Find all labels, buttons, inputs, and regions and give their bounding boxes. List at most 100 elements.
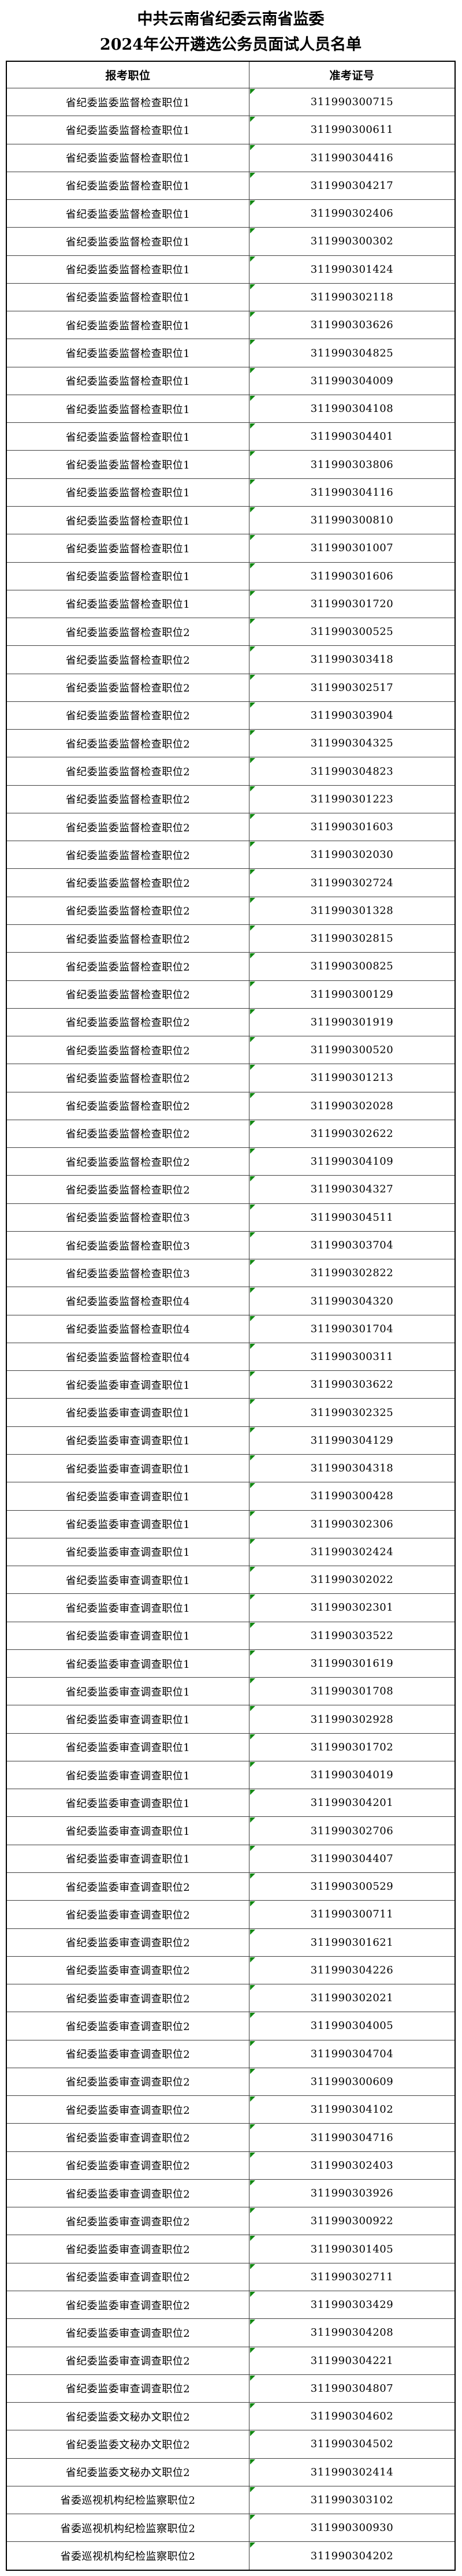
position-cell: 省纪委监委审查调查职位1: [7, 1594, 249, 1622]
position-cell: 省纪委监委监督检查职位2: [7, 869, 249, 897]
table-row: 省纪委监委审查调查职位1 311990302424: [7, 1537, 454, 1566]
ticket-number-cell: 311990301919: [249, 1009, 454, 1036]
position-cell: 省纪委监委审查调查职位1: [7, 1538, 249, 1566]
position-cell: 省纪委监委审查调查职位2: [7, 2096, 249, 2124]
table-row: 省纪委监委监督检查职位1 311990300302: [7, 227, 454, 255]
table-row: 省纪委监委监督检查职位1 311990301007: [7, 534, 454, 562]
green-corner-marker: [250, 563, 255, 568]
position-cell: 省纪委监委监督检查职位2: [7, 813, 249, 841]
green-corner-marker: [250, 1929, 255, 1935]
green-corner-marker: [250, 786, 255, 791]
green-corner-marker: [250, 340, 255, 345]
table-row: 省纪委监委审查调查职位2 311990300922: [7, 2207, 454, 2235]
position-cell: 省纪委监委审查调查职位2: [7, 2319, 249, 2347]
position-cell: 省纪委监委监督检查职位1: [7, 590, 249, 618]
table-row: 省纪委监委监督检查职位1 311990301424: [7, 255, 454, 283]
ticket-number-cell: 311990301007: [249, 534, 454, 562]
green-corner-marker: [250, 897, 255, 903]
table-row: 省纪委监委监督检查职位1 311990302406: [7, 199, 454, 228]
table-row: 省纪委监委监督检查职位3 311990303704: [7, 1231, 454, 1259]
ticket-number-text: 311990300525: [310, 626, 394, 638]
ticket-number-text: 311990304502: [310, 2438, 394, 2451]
position-cell: 省纪委监委监督检查职位1: [7, 255, 249, 283]
table-row: 省纪委监委监督检查职位1 311990304401: [7, 422, 454, 451]
ticket-number-cell: 311990302021: [249, 1984, 454, 2012]
table-row: 省纪委监委审查调查职位1 311990300428: [7, 1482, 454, 1510]
ticket-number-cell: 311990301405: [249, 2235, 454, 2262]
table-row: 省纪委监委监督检查职位4 311990301704: [7, 1314, 454, 1343]
position-cell: 省纪委监委监督检查职位1: [7, 478, 249, 506]
table-row: 省纪委监委审查调查职位1 311990303522: [7, 1621, 454, 1649]
ticket-number-text: 311990303626: [310, 319, 394, 332]
green-corner-marker: [250, 1037, 255, 1043]
position-cell: 省纪委监委监督检查职位2: [7, 980, 249, 1008]
table-row: 省纪委监委监督检查职位3 311990302822: [7, 1259, 454, 1287]
green-corner-marker: [250, 1874, 255, 1879]
green-corner-marker: [250, 1065, 255, 1070]
ticket-number-cell: 311990300825: [249, 953, 454, 980]
ticket-number-text: 311990301702: [310, 1741, 394, 1753]
table-row: 省纪委监委审查调查职位1 311990302306: [7, 1510, 454, 1538]
green-corner-marker: [250, 423, 255, 429]
table-row: 省纪委监委监督检查职位1 311990303626: [7, 311, 454, 339]
position-cell: 省纪委监委监督检查职位2: [7, 618, 249, 646]
ticket-number-text: 311990302022: [310, 1574, 394, 1586]
position-cell: 省纪委监委监督检查职位1: [7, 506, 249, 534]
ticket-number-cell: 311990300129: [249, 981, 454, 1008]
ticket-number-cell: 311990302928: [249, 1705, 454, 1733]
position-cell: 省纪委监委监督检查职位2: [7, 785, 249, 813]
table-row: 省纪委监委审查调查职位2 311990304221: [7, 2346, 454, 2374]
green-corner-marker: [250, 144, 255, 150]
ticket-number-cell: 311990301328: [249, 897, 454, 924]
ticket-number-text: 311990304009: [310, 374, 394, 387]
ticket-number-cell: 311990304807: [249, 2375, 454, 2402]
position-cell: 省纪委监委审查调查职位2: [7, 2207, 249, 2235]
position-cell: 省纪委监委监督检查职位1: [7, 562, 249, 590]
ticket-number-cell: 311990304009: [249, 367, 454, 395]
green-corner-marker: [250, 2097, 255, 2102]
green-corner-marker: [250, 2515, 255, 2521]
ticket-number-cell: 311990304502: [249, 2430, 454, 2458]
table-row: 省纪委监委审查调查职位2 311990304208: [7, 2318, 454, 2347]
position-cell: 省纪委监委监督检查职位2: [7, 897, 249, 924]
position-cell: 省纪委监委监督检查职位2: [7, 1036, 249, 1064]
position-cell: 省纪委监委审查调查职位2: [7, 2151, 249, 2179]
table-row: 省纪委监委监督检查职位1 311990304217: [7, 171, 454, 200]
position-cell: 省纪委监委审查调查职位2: [7, 2068, 249, 2096]
green-corner-marker: [250, 256, 255, 262]
green-corner-marker: [250, 1176, 255, 1182]
ticket-number-cell: 311990302118: [249, 284, 454, 311]
table-row: 省纪委监委监督检查职位1 311990302118: [7, 282, 454, 311]
ticket-number-cell: 311990303622: [249, 1371, 454, 1398]
ticket-number-text: 311990301704: [310, 1322, 394, 1335]
ticket-number-text: 311990304217: [310, 179, 394, 192]
ticket-number-text: 311990302028: [310, 1099, 394, 1112]
position-cell: 省纪委监委审查调查职位1: [7, 1845, 249, 1872]
green-corner-marker: [250, 2375, 255, 2381]
ticket-number-cell: 311990300302: [249, 228, 454, 255]
ticket-number-text: 311990302815: [310, 932, 394, 945]
ticket-number-cell: 311990301708: [249, 1678, 454, 1705]
ticket-number-text: 311990304318: [310, 1462, 394, 1475]
table-row: 省纪委监委监督检查职位1 311990300715: [7, 88, 454, 116]
ticket-number-cell: 311990300922: [249, 2207, 454, 2235]
ticket-number-cell: 311990303806: [249, 451, 454, 478]
table-row: 省纪委监委监督检查职位2 311990300129: [7, 980, 454, 1008]
ticket-number-text: 311990304716: [310, 2131, 394, 2144]
ticket-number-text: 311990304327: [310, 1183, 394, 1196]
green-corner-marker: [250, 2459, 255, 2465]
ticket-number-cell: 311990301603: [249, 813, 454, 841]
position-cell: 省委巡视机构纪检监察职位2: [7, 2514, 249, 2542]
position-cell: 省纪委监委审查调查职位2: [7, 1901, 249, 1928]
position-cell: 省纪委监委审查调查职位2: [7, 2374, 249, 2403]
title-line-2: 2024年公开遴选公务员面试人员名单: [99, 36, 362, 54]
ticket-number-text: 311990300930: [310, 2522, 394, 2534]
ticket-number-cell: 311990302414: [249, 2459, 454, 2486]
ticket-number-cell: 311990304116: [249, 479, 454, 506]
position-cell: 省纪委监委审查调查职位1: [7, 1510, 249, 1538]
ticket-number-cell: 311990302724: [249, 869, 454, 896]
green-corner-marker: [250, 702, 255, 708]
ticket-number-text: 311990302517: [310, 681, 394, 694]
ticket-number-cell: 311990302711: [249, 2263, 454, 2291]
